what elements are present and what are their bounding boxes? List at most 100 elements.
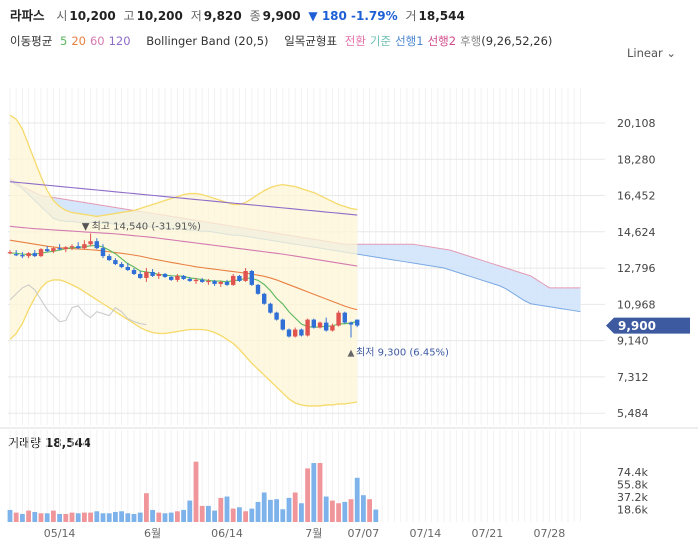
x-tick-label: 07/21 [472, 527, 504, 540]
y-tick-label: 10,968 [617, 298, 656, 311]
volume-bar [292, 492, 298, 522]
candle [138, 273, 143, 278]
volume-bar [206, 505, 211, 522]
candle [38, 249, 44, 257]
volume-bar [38, 513, 44, 522]
volume-bar [181, 509, 186, 522]
candle [262, 293, 267, 304]
volume-bar [218, 497, 224, 522]
ma120-label[interactable]: 120 [108, 34, 131, 48]
ma20-label[interactable]: 20 [71, 34, 86, 48]
candle [206, 280, 211, 283]
bollinger-upper-line [9, 114, 358, 218]
volume-bar [311, 463, 317, 522]
candle [342, 312, 347, 323]
volume-bar [212, 510, 217, 522]
open-value: 10,200 [69, 9, 116, 23]
candle [212, 280, 217, 284]
volume-bar [32, 511, 38, 522]
candle [125, 267, 130, 270]
main-layer: ▼ 최고 14,540 (-31.91%) ▲ 최저 9,300 (6.45%) [7, 114, 581, 522]
candle [255, 284, 261, 294]
candle [268, 303, 273, 313]
ichimoku-cloud [10, 178, 581, 312]
volume-bar [243, 511, 248, 522]
candle [32, 253, 37, 257]
volume-label: 거 [405, 9, 417, 23]
open-label: 시 [56, 9, 68, 23]
candle [243, 270, 248, 281]
low-marker-icon: ▲ [348, 348, 355, 358]
volume-bar [348, 499, 354, 522]
axis-layer: 20,108 18,280 16,452 14,624 12,796 10,968 9,14… [44, 117, 690, 540]
volume-bar [51, 510, 56, 522]
x-tick-label: 05/14 [44, 527, 76, 540]
candle [88, 241, 93, 245]
volume-tick-label: 37.2k [617, 491, 648, 504]
volume-bar [261, 492, 267, 522]
volume-bar [69, 512, 75, 522]
volume-bar [305, 468, 310, 522]
quote-header: 라파스 시 10,200 고 10,200 저 9,820 종 9,900 ▼ 180 … [10, 5, 469, 25]
candle [69, 246, 75, 248]
volume-bar [230, 508, 236, 522]
candle [131, 269, 137, 274]
candle [156, 273, 161, 276]
ich-span1-label: 선행1 [395, 34, 424, 48]
close-label: 종 [249, 9, 261, 23]
chevron-down-icon: ⌄ [666, 46, 677, 60]
volume-value: 18,544 [418, 9, 465, 23]
y-tick-label: 5,484 [617, 407, 649, 420]
x-tick-label: 06/14 [211, 527, 243, 540]
volume-bar [199, 505, 205, 522]
volume-bar [237, 507, 242, 522]
ichimoku-label[interactable]: 일목균형표 [284, 34, 338, 48]
candle [249, 270, 254, 285]
candle [107, 256, 112, 261]
volume-bar [63, 513, 69, 522]
ma60-label[interactable]: 60 [89, 34, 105, 48]
volume-bar [286, 497, 292, 522]
candle [224, 281, 230, 285]
candle [82, 244, 87, 249]
volume-bar [187, 500, 193, 522]
volume-bar [373, 509, 379, 522]
ich-params: (9,26,52,26) [481, 34, 553, 48]
volume-bar [7, 509, 13, 522]
volume-bar [156, 512, 162, 522]
candle [348, 322, 354, 325]
volume-bar [20, 513, 25, 522]
ich-span2-label: 선행2 [427, 34, 457, 48]
volume-bar [94, 511, 100, 522]
volume-bar [317, 463, 323, 522]
volume-bar [144, 493, 149, 522]
bollinger-label[interactable]: Bollinger Band (20,5) [146, 34, 269, 48]
volume-bar [224, 496, 230, 522]
scale-label: Linear [627, 46, 663, 60]
volume-bar [125, 513, 131, 522]
candle [51, 248, 56, 252]
candle [218, 281, 223, 284]
high-label: 고 [123, 9, 135, 23]
candle [305, 319, 310, 336]
candle [311, 319, 316, 328]
y-tick-label: 9,140 [617, 335, 649, 348]
volume-bar [100, 513, 106, 522]
candle [150, 271, 155, 276]
candle [144, 271, 149, 278]
volume-tick-label: 55.8k [617, 479, 648, 492]
volume-bar [330, 500, 335, 522]
x-tick-label: 07/28 [534, 527, 566, 540]
volume-bar [88, 512, 93, 522]
candle [181, 275, 186, 279]
volume-bar [113, 511, 118, 522]
volume-tick-label: 18.6k [617, 504, 648, 517]
high-marker-icon: ▼ [82, 221, 90, 232]
x-tick-label: 6월 [144, 527, 161, 540]
candle [330, 325, 335, 331]
ma5-label[interactable]: 5 [59, 34, 68, 48]
ma-label[interactable]: 이동평균 [10, 34, 53, 48]
candle [63, 247, 68, 250]
scale-dropdown[interactable]: Linear ⌄ [627, 46, 676, 60]
